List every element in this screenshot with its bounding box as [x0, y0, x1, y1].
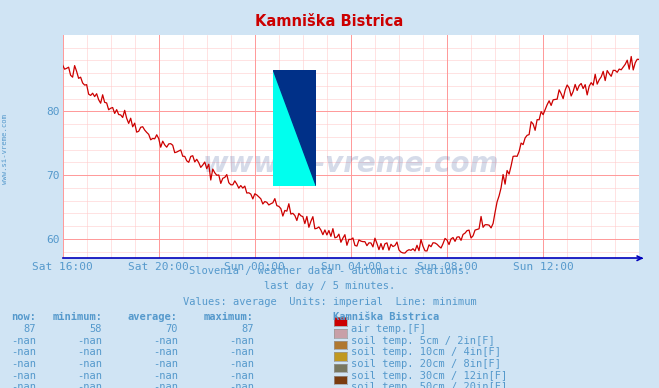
- Text: maximum:: maximum:: [204, 312, 254, 322]
- Text: average:: average:: [128, 312, 178, 322]
- Polygon shape: [273, 70, 316, 186]
- Text: -nan: -nan: [77, 347, 102, 357]
- Text: -nan: -nan: [229, 336, 254, 346]
- Text: -nan: -nan: [11, 359, 36, 369]
- Text: now:: now:: [11, 312, 36, 322]
- Text: -nan: -nan: [153, 371, 178, 381]
- Text: -nan: -nan: [153, 382, 178, 388]
- Text: Values: average  Units: imperial  Line: minimum: Values: average Units: imperial Line: mi…: [183, 297, 476, 307]
- Text: -nan: -nan: [11, 336, 36, 346]
- Text: Kamniška Bistrica: Kamniška Bistrica: [333, 312, 439, 322]
- Text: -nan: -nan: [11, 382, 36, 388]
- Text: -nan: -nan: [229, 347, 254, 357]
- Text: 87: 87: [24, 324, 36, 334]
- Text: -nan: -nan: [77, 371, 102, 381]
- Text: -nan: -nan: [11, 371, 36, 381]
- Text: soil temp. 5cm / 2in[F]: soil temp. 5cm / 2in[F]: [351, 336, 495, 346]
- Text: air temp.[F]: air temp.[F]: [351, 324, 426, 334]
- Text: -nan: -nan: [153, 347, 178, 357]
- Text: -nan: -nan: [77, 382, 102, 388]
- Text: minimum:: minimum:: [52, 312, 102, 322]
- Text: soil temp. 50cm / 20in[F]: soil temp. 50cm / 20in[F]: [351, 382, 507, 388]
- Text: soil temp. 20cm / 8in[F]: soil temp. 20cm / 8in[F]: [351, 359, 501, 369]
- Text: -nan: -nan: [11, 347, 36, 357]
- Text: -nan: -nan: [77, 359, 102, 369]
- Text: last day / 5 minutes.: last day / 5 minutes.: [264, 281, 395, 291]
- Text: www.si-vreme.com: www.si-vreme.com: [2, 114, 9, 184]
- Text: 87: 87: [241, 324, 254, 334]
- Text: 58: 58: [90, 324, 102, 334]
- Text: soil temp. 30cm / 12in[F]: soil temp. 30cm / 12in[F]: [351, 371, 507, 381]
- Text: Slovenia / weather data - automatic stations.: Slovenia / weather data - automatic stat…: [189, 266, 470, 276]
- Polygon shape: [273, 70, 316, 186]
- Text: -nan: -nan: [77, 336, 102, 346]
- Text: -nan: -nan: [229, 382, 254, 388]
- Text: -nan: -nan: [153, 359, 178, 369]
- Text: www.si-vreme.com: www.si-vreme.com: [203, 150, 499, 178]
- Text: soil temp. 10cm / 4in[F]: soil temp. 10cm / 4in[F]: [351, 347, 501, 357]
- Polygon shape: [273, 70, 316, 186]
- Text: Kamniška Bistrica: Kamniška Bistrica: [256, 14, 403, 29]
- Text: -nan: -nan: [229, 359, 254, 369]
- Text: 70: 70: [165, 324, 178, 334]
- Text: -nan: -nan: [153, 336, 178, 346]
- Text: -nan: -nan: [229, 371, 254, 381]
